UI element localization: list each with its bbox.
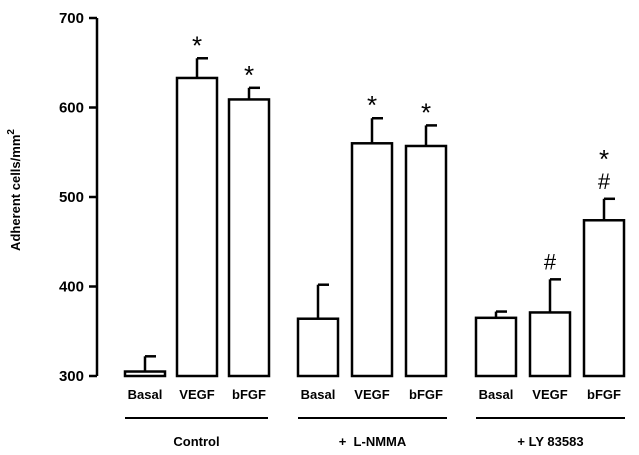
significance-star: *: [244, 60, 254, 90]
bar: [123, 370, 167, 378]
category-label: VEGF: [354, 387, 389, 402]
y-tick-label: 300: [59, 368, 84, 385]
group-labels: Control + L-NMMA + LY 83583: [125, 417, 625, 449]
category-label: Basal: [479, 387, 514, 402]
y-axis-label-text: Adherent cells/mm: [8, 135, 23, 251]
y-tick-label: 400: [59, 279, 84, 296]
y-tick-label: 600: [59, 100, 84, 117]
svg-text:Adherent cells/mm2: Adherent cells/mm2: [6, 129, 23, 251]
significance-star: *: [367, 90, 377, 120]
x-axis-category-labels: Basal VEGF bFGF Basal VEGF bFGF Basal VEGF bFGF: [128, 387, 621, 402]
y-axis-label: Adherent cells/mm2: [6, 129, 23, 251]
category-label: VEGF: [179, 387, 214, 402]
category-label: bFGF: [587, 387, 621, 402]
category-label: bFGF: [409, 387, 443, 402]
significance-star: *: [599, 144, 609, 174]
group-label: Control: [173, 434, 219, 449]
y-tick-label: 500: [59, 189, 84, 206]
bars: *** *##*: [123, 30, 626, 378]
significance-star: *: [421, 97, 431, 127]
bar: [528, 311, 572, 378]
y-tick-label: 700: [59, 10, 84, 27]
bar: [582, 219, 626, 378]
bar: [296, 317, 340, 378]
category-label: Basal: [128, 387, 163, 402]
category-label: VEGF: [532, 387, 567, 402]
category-label: bFGF: [232, 387, 266, 402]
significance-hash: #: [598, 169, 611, 194]
significance-star: *: [192, 30, 202, 60]
category-label: Basal: [301, 387, 336, 402]
bar: [227, 98, 271, 378]
group-label: + LY 83583: [517, 434, 583, 449]
y-axis: 300 400 500 600 700: [59, 10, 99, 385]
bar: [175, 76, 219, 378]
bar: [474, 316, 518, 378]
y-axis-label-superscript: 2: [6, 129, 17, 135]
group-label: + L-NMMA: [339, 434, 407, 449]
bar: [350, 142, 394, 378]
significance-hash: #: [544, 249, 557, 274]
bar: [404, 144, 448, 378]
